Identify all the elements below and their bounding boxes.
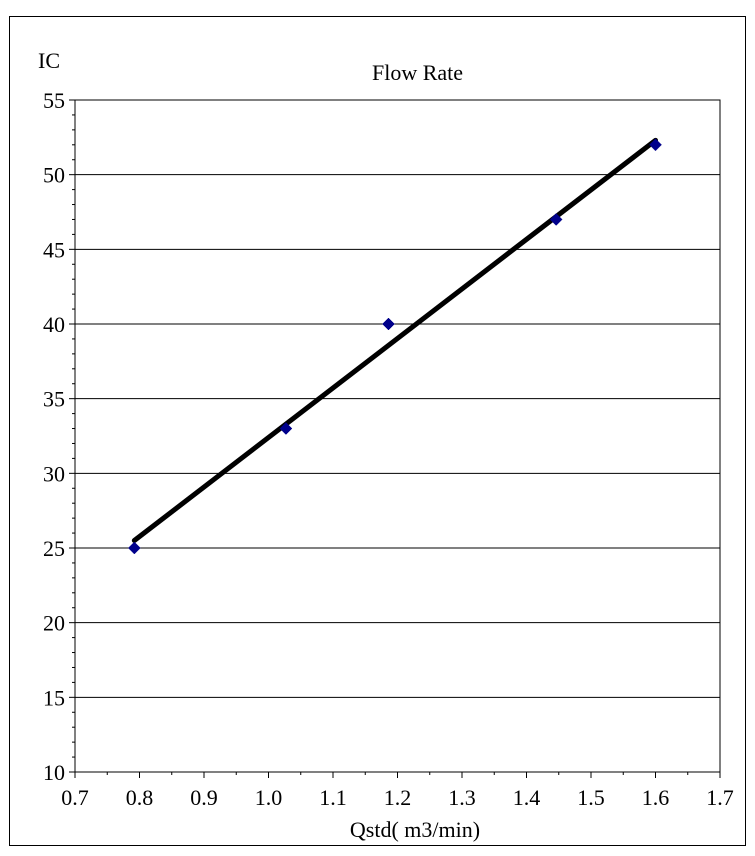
chart-frame [9, 16, 746, 846]
y-tick-label: 50 [43, 163, 65, 188]
x-tick-label: 0.9 [190, 785, 218, 810]
x-tick-label: 1.3 [448, 785, 476, 810]
x-tick-label: 1.5 [577, 785, 605, 810]
x-tick-label: 1.7 [706, 785, 734, 810]
y-axis-label: IC [38, 48, 60, 73]
y-tick-label: 25 [43, 536, 65, 561]
x-axis-label: Qstd( m3/min) [350, 817, 480, 842]
grid-lines [75, 174, 720, 698]
y-tick-label: 30 [43, 461, 65, 486]
y-tick-label: 35 [43, 387, 65, 412]
x-tick-label: 0.8 [126, 785, 154, 810]
x-tick-label: 1.1 [319, 785, 347, 810]
trendline [131, 137, 658, 544]
y-tick-label: 40 [43, 312, 65, 337]
axes: 10 15 20 25 30 35 40 45 50 55 0.7 0.8 0.9 1.0 1.1 1.2 1.… [43, 88, 734, 810]
data-point [279, 422, 293, 435]
data-points [127, 138, 662, 555]
data-point [649, 138, 662, 152]
x-tick-label: 1.2 [384, 785, 412, 810]
y-tick-label: 15 [43, 685, 65, 710]
x-tick-label: 0.7 [61, 785, 89, 810]
x-tick-label: 1.6 [642, 785, 670, 810]
y-tick-label: 20 [43, 611, 65, 636]
x-tick-label: 1.0 [255, 785, 283, 810]
y-tick-label: 10 [43, 760, 65, 785]
data-point [549, 213, 563, 226]
plot-area [74, 99, 721, 773]
chart-title: Flow Rate [372, 60, 463, 85]
y-tick-label: 55 [43, 88, 65, 113]
data-point [382, 317, 395, 331]
data-point [127, 541, 141, 555]
trendline-group [131, 137, 658, 544]
y-tick-label: 45 [43, 237, 65, 262]
x-tick-label: 1.4 [513, 785, 541, 810]
